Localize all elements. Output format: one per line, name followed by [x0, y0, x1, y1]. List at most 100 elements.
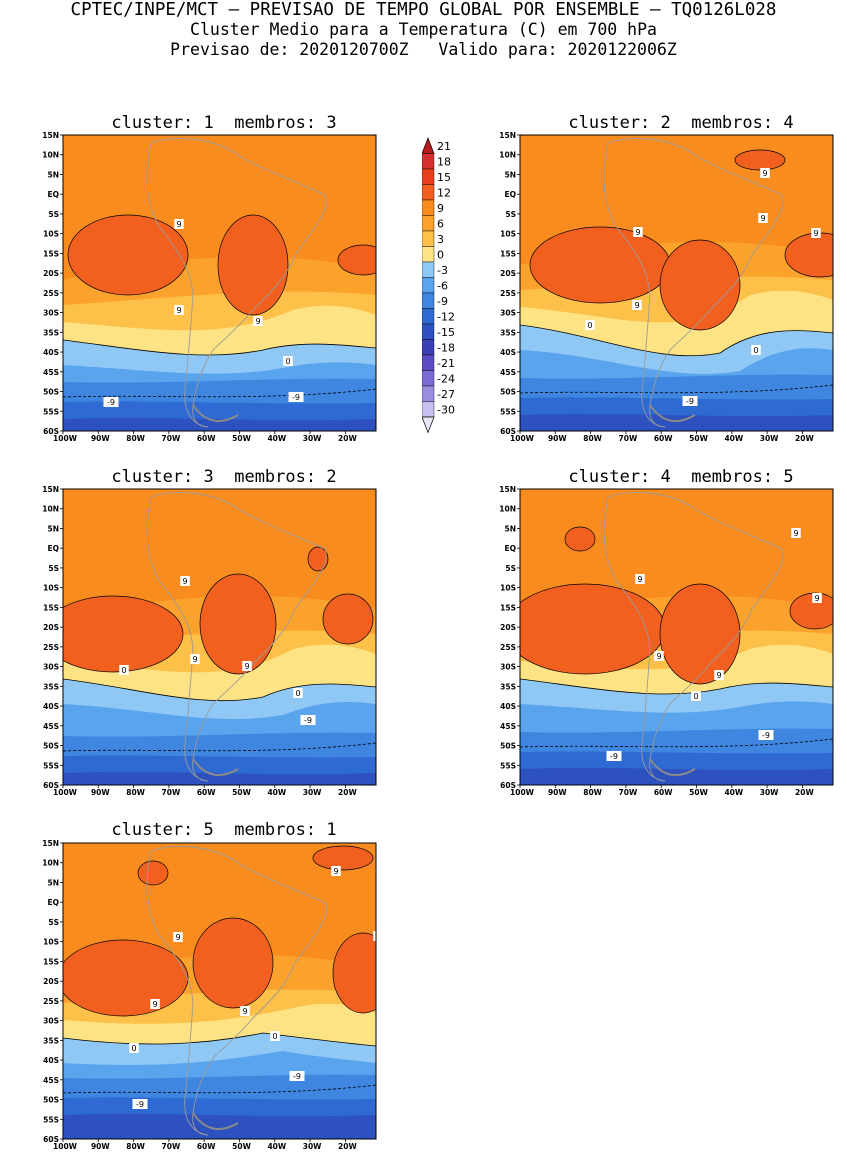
colorbar-label: -18 [437, 341, 455, 354]
lat-tick-label: 50S [43, 388, 59, 397]
colorbar-label: 18 [437, 155, 451, 168]
colorbar-label: -27 [437, 388, 455, 401]
panel-title-1: cluster: 1 membros: 3 [111, 113, 337, 133]
contour-label-minus-9: -9 [304, 716, 312, 725]
lat-tick-label: 25S [43, 289, 59, 298]
lon-tick-label: 100W [510, 434, 535, 443]
lat-tick-label: 10S [43, 584, 59, 593]
lat-tick-label: EQ [48, 544, 60, 553]
colorbar-label: -9 [437, 295, 448, 308]
contour-label-9: 9 [814, 594, 819, 603]
map-panel-cluster-2: 9 9 9 9 9 0 0 -9 15N 10N 5N EQ 5S 10S 15S 20S 25S 30S 35S 4… [492, 131, 837, 443]
lat-tick-label: 60S [43, 1135, 59, 1144]
lon-tick-label: 90W [91, 1142, 110, 1151]
lat-tick-label: 35S [43, 1036, 59, 1045]
panel-title-5: cluster: 5 membros: 1 [111, 820, 337, 840]
contour-label-0: 0 [272, 1032, 277, 1041]
lat-tick-label: 60S [43, 427, 59, 436]
lat-tick-label: 55S [500, 407, 516, 416]
map-panel-cluster-1: 9 9 9 0 -9 -9 15N 10N 5N EQ 5S 10S 15S 20S 25S 30S 35S 40… [35, 131, 380, 443]
lat-tick-label: 40S [43, 348, 59, 357]
lat-tick-label: 10N [499, 505, 516, 514]
contour-label-9-box [150, 999, 160, 1009]
lat-tick-label: 25S [500, 643, 516, 652]
contour-label-9: 9 [242, 1007, 247, 1016]
lat-tick-label: 10N [42, 151, 59, 160]
contour-label-minus-9-box [288, 392, 304, 402]
colorbar-label: 12 [437, 186, 451, 199]
lat-tick-label: 5S [48, 918, 59, 927]
contour-label-9: 9 [333, 867, 338, 876]
lat-tick-label: 30S [500, 663, 516, 672]
lat-tick-label: 20S [43, 623, 59, 632]
lon-tick-label: 40W [724, 788, 743, 797]
colorbar-swatch [421, 370, 435, 387]
colorbar-swatch [421, 230, 435, 247]
lat-tick-label: 60S [43, 781, 59, 790]
contour-label-9: 9 [762, 169, 767, 178]
contour-label-9-box [633, 227, 643, 237]
lat-tick-label: 35S [43, 328, 59, 337]
lon-tick-label: 90W [548, 788, 567, 797]
lat-tick-label: 30S [43, 1017, 59, 1026]
lat-tick-label: 45S [43, 368, 59, 377]
lat-tick-label: 15S [500, 249, 516, 258]
contour-label-0-box [119, 665, 129, 675]
contour-label-9: 9 [380, 606, 385, 615]
contour-label-9-box [378, 605, 388, 615]
colorbar-swatch [421, 354, 435, 371]
lon-tick-label: 50W [689, 434, 708, 443]
lat-tick-label: 25S [43, 643, 59, 652]
colorbar-label: -6 [437, 279, 448, 292]
contour-label-9: 9 [176, 306, 181, 315]
lat-tick-label: 50S [500, 388, 516, 397]
contour-label-9-box [173, 932, 183, 942]
lon-tick-label: 50W [232, 434, 251, 443]
lon-tick-label: 50W [689, 788, 708, 797]
lon-tick-label: 50W [232, 1142, 251, 1151]
contour-label-minus-9-box [758, 730, 774, 740]
lat-tick-label: 5S [48, 564, 59, 573]
colorbar-label: 9 [437, 202, 444, 215]
lat-tick-label: 35S [500, 328, 516, 337]
contour-label-0: 0 [753, 346, 758, 355]
contour-label-minus-9: -9 [762, 731, 770, 740]
contour-label-9: 9 [793, 529, 798, 538]
lon-tick-label: 60W [654, 788, 673, 797]
contour-label-0: 0 [285, 357, 290, 366]
lat-tick-label: 50S [43, 742, 59, 751]
panel-title-3: cluster: 3 membros: 2 [111, 467, 337, 487]
contour-label-9-box [812, 593, 822, 603]
colorbar-swatch [421, 323, 435, 340]
lat-tick-label: 15S [43, 957, 59, 966]
contour-label-9-box [242, 661, 252, 671]
lat-tick-label: 10S [500, 230, 516, 239]
contour-label-9-box [190, 654, 200, 664]
colorbar-swatch [421, 184, 435, 201]
lon-tick-label: 80W [126, 1142, 145, 1151]
contour-label-9: 9 [813, 229, 818, 238]
colorbar-label: 0 [437, 248, 444, 261]
lat-tick-label: 5S [48, 210, 59, 219]
lon-tick-label: 20W [795, 434, 814, 443]
contour-label-0-box [129, 1043, 139, 1053]
colorbar-label: -21 [437, 357, 455, 370]
contour-label-0: 0 [121, 666, 126, 675]
panel-title-4: cluster: 4 membros: 5 [568, 467, 794, 487]
contour-label-minus-9: -9 [293, 1072, 301, 1081]
contour-label-9-box [635, 574, 645, 584]
contour-label-minus-9-box [289, 1071, 305, 1081]
colorbar-swatch [421, 292, 435, 309]
lon-tick-label: 80W [583, 788, 602, 797]
lat-tick-label: 5N [48, 170, 60, 179]
colorbar-swatch [421, 339, 435, 356]
lat-tick-label: 55S [43, 407, 59, 416]
lon-tick-label: 40W [267, 1142, 286, 1151]
lat-tick-label: 45S [43, 722, 59, 731]
lat-tick-label: 5N [505, 170, 517, 179]
contour-label-minus-9-box [682, 396, 698, 406]
colorbar-swatch [421, 385, 435, 402]
lon-tick-label: 70W [162, 434, 181, 443]
colorbar-label: 3 [437, 233, 444, 246]
contour-label-9: 9 [192, 655, 197, 664]
